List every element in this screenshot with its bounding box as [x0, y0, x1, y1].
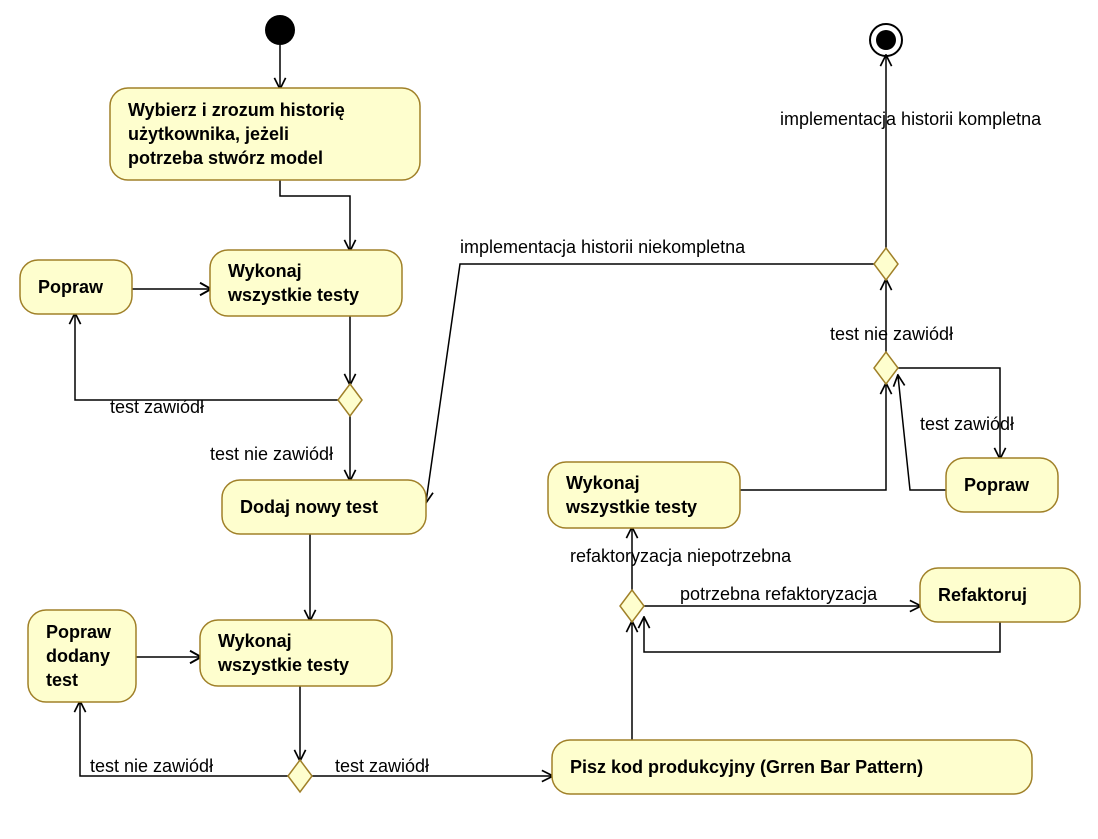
activity-diagram: Wybierz i zrozum historię użytkownika, je…: [0, 0, 1098, 839]
activity-n_run1-line0: Wykonaj: [228, 261, 302, 281]
activity-n_run3: Wykonaj wszystkie testy: [548, 462, 740, 528]
activity-n_prod-line0: Pisz kod produkcyjny (Grren Bar Pattern): [570, 757, 923, 777]
label-l_d1_left: test zawiódł: [110, 397, 204, 417]
activity-n_fix2-line0: Popraw: [46, 622, 112, 642]
activity-n_select-line0: Wybierz i zrozum historię: [128, 100, 345, 120]
activity-n_fix2: Popraw dodany test: [28, 610, 136, 702]
activity-n_fix2-line1: dodany: [46, 646, 110, 666]
activity-n_run3-line0: Wykonaj: [566, 473, 640, 493]
activity-n_add-line0: Dodaj nowy test: [240, 497, 378, 517]
activity-n_run2-line1: wszystkie testy: [217, 655, 349, 675]
decision-d5: [874, 248, 898, 280]
edge-e_refac_d3: [644, 618, 1000, 652]
activity-n_run3-line1: wszystkie testy: [565, 497, 697, 517]
label-l_d5_up: implementacja historii kompletna: [780, 109, 1042, 129]
activity-n_select: Wybierz i zrozum historię użytkownika, je…: [110, 88, 420, 180]
label-l_d5_left: implementacja historii niekompletna: [460, 237, 746, 257]
initial-node: [265, 15, 295, 45]
activity-n_fix3: Popraw: [946, 458, 1058, 512]
label-l_d2_left: test nie zawiódł: [90, 756, 213, 776]
activity-n_refac-line0: Refaktoruj: [938, 585, 1027, 605]
label-l_d3_left: refaktoryzacja niepotrzebna: [570, 546, 792, 566]
edge-e_run3_d4: [740, 384, 886, 490]
decision-d4: [874, 352, 898, 384]
edge-e_d1_fix1: [75, 314, 338, 400]
label-l_d3_right: potrzebna refaktoryzacja: [680, 584, 878, 604]
activity-n_fix1-line0: Popraw: [38, 277, 104, 297]
decision-d2: [288, 760, 312, 792]
activity-n_fix1: Popraw: [20, 260, 132, 314]
activity-n_run1-line1: wszystkie testy: [227, 285, 359, 305]
decision-d3: [620, 590, 644, 622]
activity-n_add: Dodaj nowy test: [222, 480, 426, 534]
label-l_d4_right: test zawiódł: [920, 414, 1014, 434]
label-l_d4_up: test nie zawiódł: [830, 324, 953, 344]
activity-n_select-line2: potrzeba stwórz model: [128, 148, 323, 168]
activity-n_prod: Pisz kod produkcyjny (Grren Bar Pattern): [552, 740, 1032, 794]
label-l_d2_right: test zawiódł: [335, 756, 429, 776]
edge-e_d4_fix3: [898, 368, 1000, 458]
activity-n_run2-line0: Wykonaj: [218, 631, 292, 651]
activity-n_run2: Wykonaj wszystkie testy: [200, 620, 392, 686]
activity-n_fix2-line2: test: [46, 670, 78, 690]
activity-n_select-line1: użytkownika, jeżeli: [128, 124, 289, 144]
final-node-inner: [876, 30, 896, 50]
activity-n_refac: Refaktoruj: [920, 568, 1080, 622]
decision-d1: [338, 384, 362, 416]
label-l_d1_down: test nie zawiódł: [210, 444, 333, 464]
activity-n_run1: Wykonaj wszystkie testy: [210, 250, 402, 316]
activity-n_fix3-line0: Popraw: [964, 475, 1030, 495]
edge-e_select_run1: [280, 180, 350, 250]
